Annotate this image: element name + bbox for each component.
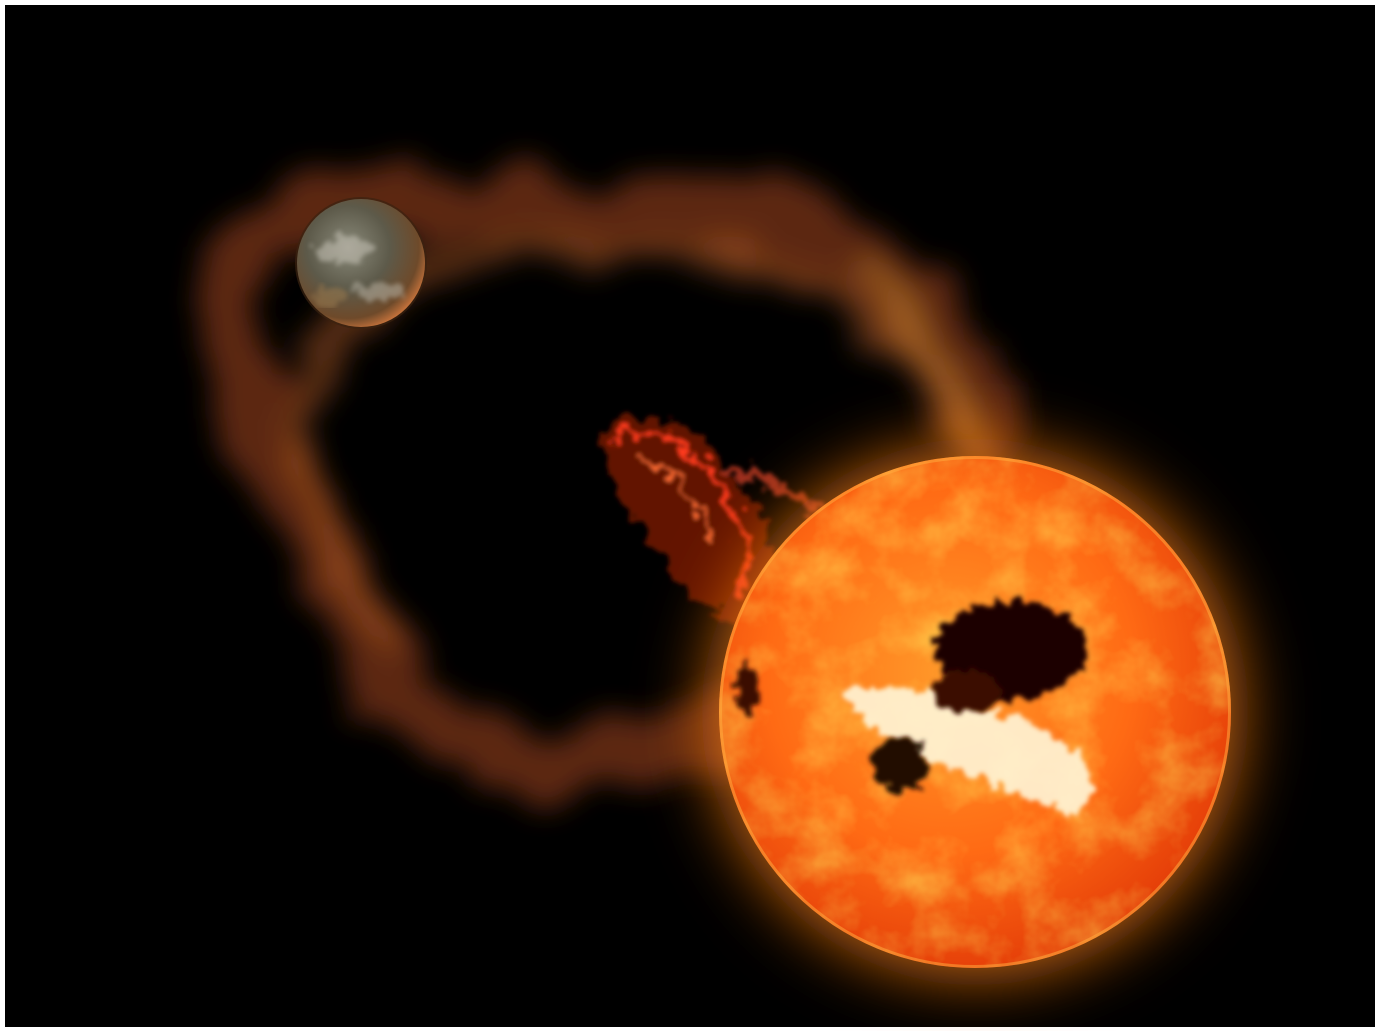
star [685, 422, 1265, 1002]
planet [295, 197, 427, 329]
